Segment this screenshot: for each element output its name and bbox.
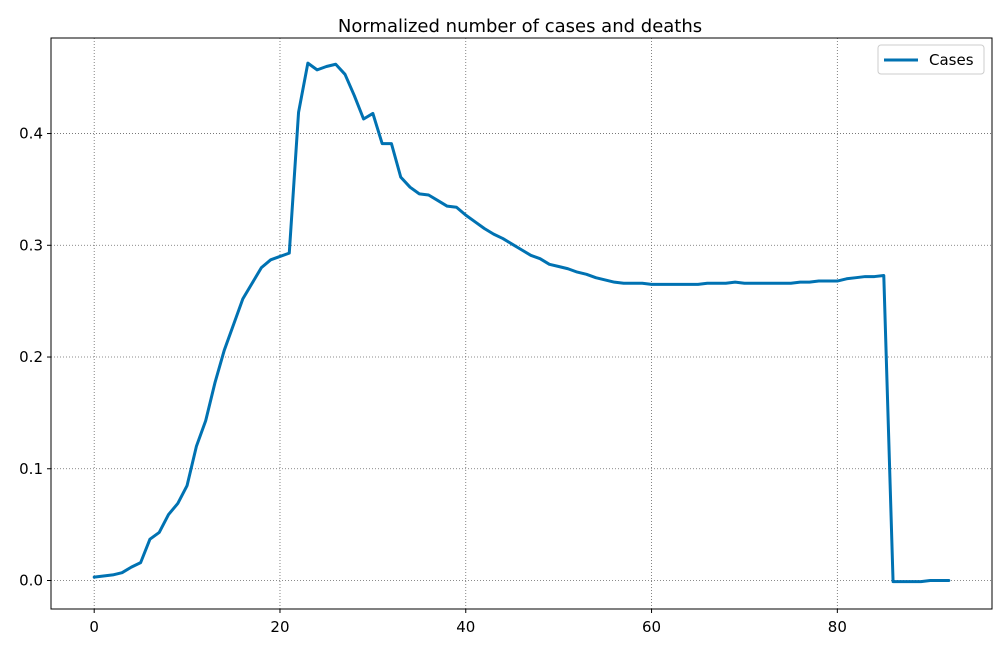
x-tick-label: 80 — [828, 618, 847, 636]
y-tick-label: 0.4 — [19, 125, 43, 143]
axis-ticks: 0 20 40 60 80 0.0 0.1 0.2 0.3 0.4 — [19, 125, 847, 636]
x-tick-label: 40 — [456, 618, 475, 636]
grid-lines — [51, 38, 992, 609]
x-tick-label: 20 — [270, 618, 289, 636]
x-tick-label: 60 — [642, 618, 661, 636]
chart-title: Normalized number of cases and deaths — [338, 16, 702, 37]
legend-box — [877, 44, 985, 75]
y-tick-label: 0.3 — [19, 236, 43, 254]
y-tick-label: 0.2 — [19, 348, 43, 366]
series-layer — [92, 61, 951, 584]
plot-area — [51, 38, 992, 609]
series-line-cases — [92, 61, 951, 584]
legend: Cases — [877, 44, 985, 75]
y-tick-label: 0.0 — [19, 572, 43, 590]
plot-frame — [50, 37, 993, 610]
y-tick-label: 0.1 — [19, 460, 43, 478]
legend-label-cases: Cases — [929, 51, 974, 69]
x-tick-label: 0 — [89, 618, 99, 636]
